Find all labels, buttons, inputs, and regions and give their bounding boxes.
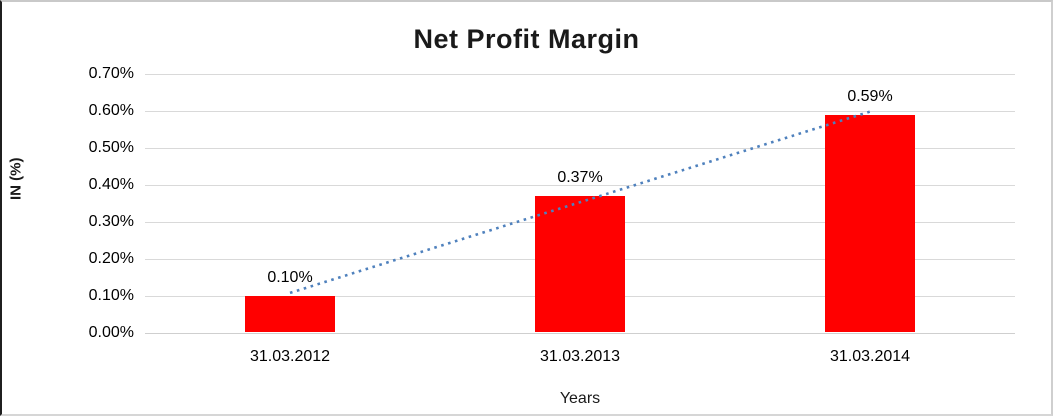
bar — [825, 115, 915, 332]
x-axis-line — [145, 333, 1015, 334]
y-tick-label: 0.40% — [88, 176, 134, 193]
gridline — [145, 74, 1015, 75]
bar-value-label: 0.59% — [847, 88, 893, 105]
bar — [245, 296, 335, 332]
bar-value-label: 0.10% — [267, 269, 313, 286]
y-tick-label: 0.20% — [88, 250, 134, 267]
y-tick-label: 0.70% — [88, 65, 134, 82]
x-tick-label: 31.03.2013 — [539, 348, 621, 365]
y-tick-label: 0.10% — [88, 287, 134, 304]
gridline — [145, 111, 1015, 112]
y-axis-title-text: IN (%) — [7, 157, 25, 201]
y-tick-label: 0.30% — [88, 213, 134, 230]
x-axis-title: Years — [559, 390, 601, 407]
chart-title: Net Profit Margin — [413, 24, 640, 54]
y-tick-label: 0.00% — [88, 324, 134, 341]
y-tick-label: 0.60% — [88, 102, 134, 119]
bar — [535, 196, 625, 332]
x-tick-label: 31.03.2012 — [249, 348, 331, 365]
y-tick-label: 0.50% — [88, 139, 134, 156]
x-tick-label: 31.03.2014 — [829, 348, 911, 365]
bar-value-label: 0.37% — [557, 169, 603, 186]
